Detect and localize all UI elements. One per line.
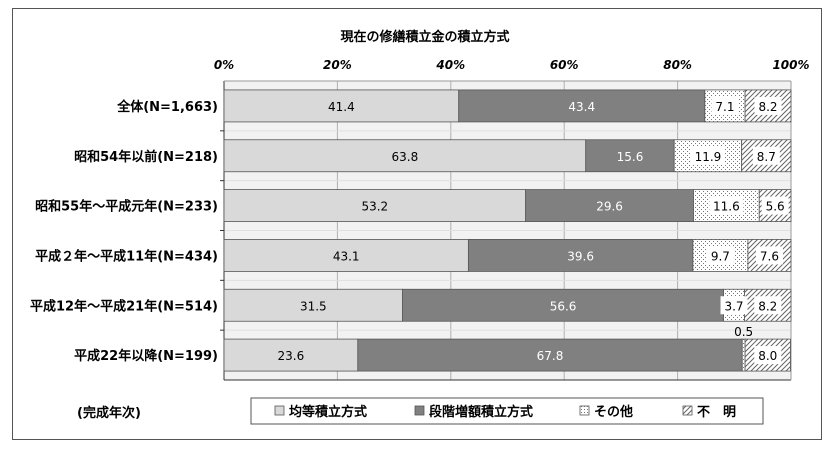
data-label: 29.6	[596, 200, 623, 214]
data-label: 9.7	[711, 249, 730, 263]
data-label: 8.0	[758, 349, 777, 363]
category-label: 平成12年～平成21年(N=514)	[30, 298, 218, 314]
data-label: 56.6	[550, 299, 577, 313]
bar-segment	[467, 239, 694, 272]
category-label: 平成22年以降(N=199)	[74, 348, 218, 364]
bar-segment	[223, 189, 527, 222]
data-label: 43.1	[333, 249, 360, 263]
data-label: 0.5	[734, 325, 753, 339]
x-tick-label: 40%	[435, 58, 465, 72]
data-label-background	[755, 246, 783, 265]
bar-segment	[693, 189, 760, 222]
data-label: 7.6	[760, 249, 779, 263]
x-tick-label: 100%	[772, 58, 809, 72]
data-label: 8.2	[758, 299, 777, 313]
data-label: 5.6	[766, 200, 785, 214]
data-label-background	[752, 146, 780, 165]
data-label: 31.5	[300, 299, 327, 313]
bar-segment	[223, 239, 469, 272]
bar-segment	[402, 288, 724, 322]
data-label-background	[709, 196, 744, 215]
x-tick-label: 0%	[214, 58, 234, 72]
bar-segment	[357, 338, 743, 372]
legend-label: その他	[594, 404, 633, 420]
legend-swatch	[414, 405, 425, 416]
bar-segment	[223, 139, 587, 173]
category-label: 全体(N=1,663)	[116, 99, 218, 115]
data-label: 11.6	[713, 200, 740, 214]
bar-segment	[585, 139, 675, 173]
data-label: 15.6	[617, 150, 644, 164]
data-label-background	[706, 246, 734, 265]
data-label-background	[720, 296, 748, 315]
data-label: 8.2	[758, 100, 777, 114]
stacked-bar-chart: 現在の修繕積立金の積立方式 0% 20% 40% 60% 80% 100% 全体(N=1,…	[30, 29, 810, 425]
data-label: 53.2	[361, 200, 388, 214]
data-label: 39.6	[567, 249, 594, 263]
bar-segment	[223, 288, 404, 322]
x-tick-label: 80%	[663, 58, 692, 72]
data-label-background	[754, 296, 782, 315]
category-label: 平成２年～平成11年(N=434)	[35, 248, 218, 264]
bar-segment	[741, 338, 746, 372]
category-label: 昭和55年～平成元年(N=233)	[35, 199, 218, 215]
category-label: 昭和54年以前(N=218)	[74, 149, 218, 165]
legend-label: 均等積立方式	[289, 404, 367, 420]
legend: 均等積立方式 段階増額積立方式 その他 不 明	[274, 404, 736, 420]
chart-title: 現在の修繕積立金の積立方式	[340, 29, 509, 45]
bar-segment	[223, 338, 359, 372]
data-label: 43.4	[568, 100, 595, 114]
bar-segment	[525, 189, 694, 222]
data-label-background	[761, 196, 789, 215]
data-label-background	[711, 96, 739, 115]
data-label-background	[754, 96, 782, 115]
legend-label: 不 明	[697, 405, 736, 420]
data-label: 23.6	[278, 349, 305, 363]
legend-swatch	[682, 405, 693, 416]
data-label: 11.9	[695, 150, 722, 164]
data-label: 3.7	[724, 299, 743, 313]
category-group-label: (完成年次)	[77, 405, 141, 421]
legend-box	[250, 397, 764, 425]
legend-swatch	[274, 405, 285, 416]
data-label: 67.8	[537, 349, 564, 363]
data-label-background	[690, 146, 725, 165]
data-label: 41.4	[328, 100, 355, 114]
data-label: 7.1	[715, 100, 734, 114]
data-label: 8.7	[757, 150, 776, 164]
x-tick-label: 60%	[550, 58, 579, 72]
legend-swatch	[579, 405, 590, 416]
legend-label: 段階増額積立方式	[429, 404, 533, 420]
data-label-background	[754, 346, 782, 365]
x-tick-label: 20%	[323, 58, 352, 72]
chart-frame: 現在の修繕積立金の積立方式 0% 20% 40% 60% 80% 100% 全体(N=1,…	[12, 8, 822, 440]
data-label: 63.8	[392, 150, 419, 164]
